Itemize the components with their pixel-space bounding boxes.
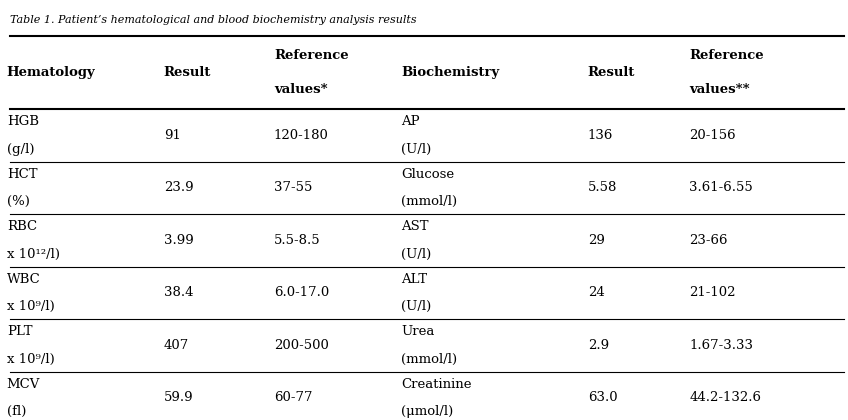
- Text: Result: Result: [588, 66, 635, 79]
- Text: x 10⁹/l): x 10⁹/l): [7, 353, 54, 366]
- Text: values*: values*: [274, 83, 327, 96]
- Text: 23-66: 23-66: [689, 234, 728, 247]
- Text: 6.0-17.0: 6.0-17.0: [274, 286, 329, 299]
- Text: 60-77: 60-77: [274, 391, 312, 404]
- Text: values**: values**: [689, 83, 750, 96]
- Text: (U/l): (U/l): [401, 300, 432, 313]
- Text: 21-102: 21-102: [689, 286, 736, 299]
- Text: 1.67-3.33: 1.67-3.33: [689, 339, 753, 352]
- Text: 44.2-132.6: 44.2-132.6: [689, 391, 762, 404]
- Text: (%): (%): [7, 195, 30, 208]
- Text: 91: 91: [164, 129, 181, 142]
- Text: (fl): (fl): [7, 405, 26, 418]
- Text: HGB: HGB: [7, 115, 39, 128]
- Text: 38.4: 38.4: [164, 286, 193, 299]
- Text: AP: AP: [401, 115, 420, 128]
- Text: 63.0: 63.0: [588, 391, 617, 404]
- Text: Hematology: Hematology: [7, 66, 96, 79]
- Text: MCV: MCV: [7, 378, 40, 391]
- Text: PLT: PLT: [7, 325, 32, 338]
- Text: Creatinine: Creatinine: [401, 378, 471, 391]
- Text: Reference: Reference: [689, 49, 764, 62]
- Text: HCT: HCT: [7, 168, 37, 181]
- Text: (mmol/l): (mmol/l): [401, 195, 457, 208]
- Text: Reference: Reference: [274, 49, 349, 62]
- Text: Table 1. Patient’s hematological and blood biochemistry analysis results: Table 1. Patient’s hematological and blo…: [10, 15, 417, 25]
- Text: 136: 136: [588, 129, 613, 142]
- Text: Urea: Urea: [401, 325, 434, 338]
- Text: 3.99: 3.99: [164, 234, 193, 247]
- Text: Result: Result: [164, 66, 211, 79]
- Text: 5.58: 5.58: [588, 181, 617, 194]
- Text: (U/l): (U/l): [401, 143, 432, 156]
- Text: 37-55: 37-55: [274, 181, 312, 194]
- Text: 200-500: 200-500: [274, 339, 329, 352]
- Text: WBC: WBC: [7, 273, 41, 286]
- Text: (g/l): (g/l): [7, 143, 34, 156]
- Text: 24: 24: [588, 286, 605, 299]
- Text: 5.5-8.5: 5.5-8.5: [274, 234, 321, 247]
- Text: 20-156: 20-156: [689, 129, 736, 142]
- Text: 3.61-6.55: 3.61-6.55: [689, 181, 753, 194]
- Text: x 10¹²/l): x 10¹²/l): [7, 248, 59, 261]
- Text: Biochemistry: Biochemistry: [401, 66, 499, 79]
- Text: (U/l): (U/l): [401, 248, 432, 261]
- Text: 23.9: 23.9: [164, 181, 193, 194]
- Text: (mmol/l): (mmol/l): [401, 353, 457, 366]
- Text: AST: AST: [401, 220, 428, 233]
- Text: ALT: ALT: [401, 273, 427, 286]
- Text: x 10⁹/l): x 10⁹/l): [7, 300, 54, 313]
- Text: Glucose: Glucose: [401, 168, 455, 181]
- Text: RBC: RBC: [7, 220, 37, 233]
- Text: 407: 407: [164, 339, 189, 352]
- Text: 59.9: 59.9: [164, 391, 193, 404]
- Text: 29: 29: [588, 234, 605, 247]
- Text: 120-180: 120-180: [274, 129, 329, 142]
- Text: 2.9: 2.9: [588, 339, 609, 352]
- Text: (μmol/l): (μmol/l): [401, 405, 454, 418]
